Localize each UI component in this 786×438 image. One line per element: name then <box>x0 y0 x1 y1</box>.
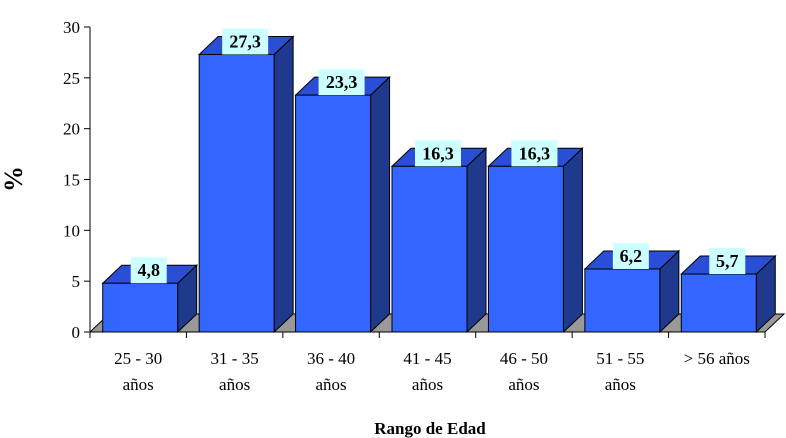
y-tick-label: 5 <box>72 272 81 291</box>
data-label-text: 5,7 <box>716 251 739 271</box>
data-label-text: 23,3 <box>326 72 358 92</box>
x-tick-label: 25 - 30 <box>114 349 162 368</box>
x-tick-label: años <box>508 375 539 394</box>
bar <box>197 35 295 334</box>
bar-front <box>391 165 468 333</box>
data-label: 16,3 <box>511 140 558 167</box>
x-tick-label: años <box>412 375 443 394</box>
data-label: 16,3 <box>415 140 461 167</box>
x-tick-label: 36 - 40 <box>307 349 355 368</box>
x-tick-label: años <box>315 375 346 394</box>
y-tick-label: 10 <box>63 221 80 240</box>
bar-front <box>584 268 661 333</box>
data-label-bg <box>222 28 269 55</box>
data-labels: 4,8 27,3 23,3 16,3 16,3 6,2 5,7 <box>130 28 746 284</box>
y-tick-label: 0 <box>72 323 81 342</box>
data-label-text: 16,3 <box>519 143 551 163</box>
x-axis-title: Rango de Edad <box>374 419 486 438</box>
data-label-text: 4,8 <box>137 260 160 280</box>
bar-side <box>370 75 391 334</box>
y-axis-title: % <box>0 166 28 192</box>
data-label-text: 6,2 <box>620 246 643 266</box>
x-tick-labels: 25 - 30 años 31 - 35 años 36 - 40 años 41 - 45… <box>114 349 750 394</box>
x-tick-label: 46 - 50 <box>500 349 548 368</box>
data-label: 5,7 <box>709 248 746 275</box>
data-label-bg <box>415 140 461 167</box>
bar <box>583 249 681 334</box>
bar <box>294 75 391 334</box>
x-tick-label: 31 - 35 <box>211 349 259 368</box>
data-label-bg <box>511 140 558 167</box>
bar-front <box>487 165 564 333</box>
y-tick-label: 30 <box>63 18 80 37</box>
data-label-text: 27,3 <box>229 31 261 51</box>
data-label-text: 16,3 <box>422 143 454 163</box>
x-tick-label: años <box>123 375 154 394</box>
x-tick-label: años <box>219 375 250 394</box>
y-tick-label: 20 <box>63 120 80 139</box>
bar <box>487 147 584 334</box>
chart-bars <box>101 35 777 334</box>
data-label: 27,3 <box>222 28 269 55</box>
bar <box>390 147 488 334</box>
bar-front <box>198 53 275 333</box>
data-label-bg <box>318 69 365 96</box>
data-label-bg <box>130 257 167 284</box>
bar-side <box>562 147 583 334</box>
bar-front <box>680 273 757 333</box>
x-tick-label: 51 - 55 <box>596 349 644 368</box>
data-label: 4,8 <box>130 257 167 284</box>
bar-side <box>273 35 294 334</box>
bar <box>680 254 777 334</box>
bar-front <box>102 282 179 333</box>
x-tick-label: > 56 años <box>684 349 750 368</box>
data-label: 6,2 <box>612 242 649 269</box>
x-tick-label: años <box>605 375 636 394</box>
y-tick-label: 25 <box>63 69 80 88</box>
data-label: 23,3 <box>318 69 365 96</box>
x-tick-label: 41 - 45 <box>403 349 451 368</box>
bar-side <box>466 147 487 334</box>
bar-front <box>295 94 372 333</box>
y-tick-label: 15 <box>63 171 80 190</box>
data-label-bg <box>709 248 746 275</box>
data-label-bg <box>612 242 649 269</box>
